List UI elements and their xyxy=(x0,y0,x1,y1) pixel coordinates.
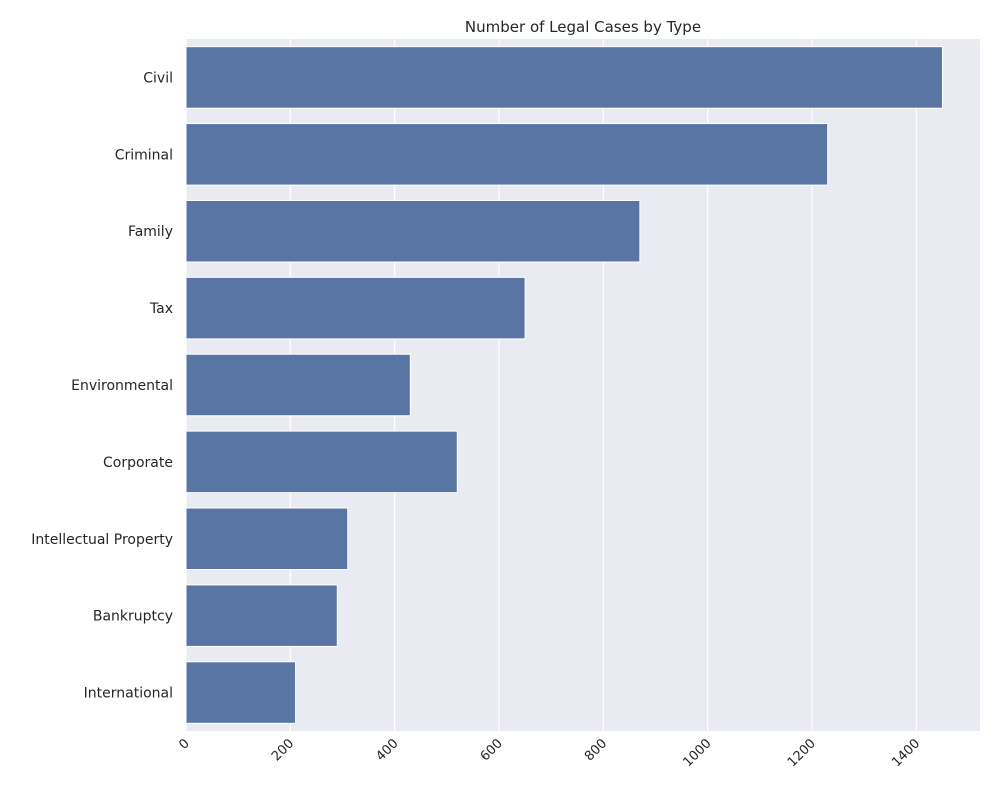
category-label: Intellectual Property xyxy=(31,532,173,548)
x-tick-labels: 0 200 400 600 800 1000 1200 1400 xyxy=(176,736,923,770)
chart-title: Number of Legal Cases by Type xyxy=(465,18,701,36)
bars xyxy=(185,46,943,724)
x-tick-label: 600 xyxy=(478,736,506,764)
category-label: Tax xyxy=(149,301,173,317)
bar xyxy=(185,123,829,186)
x-tick-label: 200 xyxy=(269,736,297,764)
bar xyxy=(185,353,411,417)
x-tick-label: 0 xyxy=(176,736,192,752)
bar xyxy=(185,584,338,647)
bar xyxy=(185,46,943,109)
bar xyxy=(185,507,349,571)
bar xyxy=(185,430,458,494)
category-labels: Civil Criminal Family Tax Environmental Corpo… xyxy=(31,70,173,701)
x-tick-label: 1000 xyxy=(681,736,715,770)
x-tick-label: 1400 xyxy=(889,736,923,770)
x-tick-label: 800 xyxy=(582,736,610,764)
category-label: International xyxy=(84,686,173,702)
category-label: Corporate xyxy=(103,455,173,471)
category-label: Bankruptcy xyxy=(93,609,173,625)
category-label: Civil xyxy=(143,70,173,86)
category-label: Criminal xyxy=(115,147,173,163)
category-label: Family xyxy=(128,224,173,240)
bar xyxy=(185,661,297,724)
bar xyxy=(185,276,526,340)
bar xyxy=(185,199,641,263)
category-label: Environmental xyxy=(71,378,173,394)
x-tick-label: 1200 xyxy=(785,736,819,770)
x-tick-label: 400 xyxy=(373,736,401,764)
